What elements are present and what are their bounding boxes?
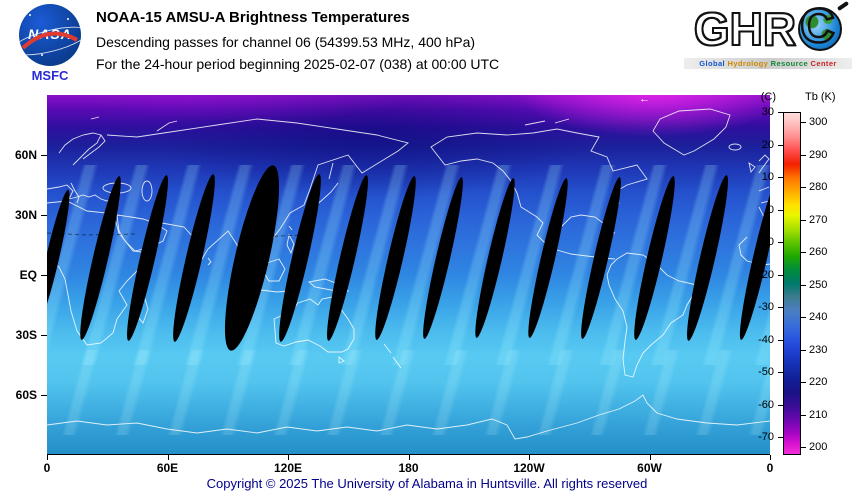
lat-tick (41, 335, 47, 336)
lon-label: 120W (513, 461, 545, 475)
ghrc-tagline-word: Center (808, 59, 837, 68)
lat-label: 60N (14, 148, 37, 162)
colorbar-tick-kelvin (801, 154, 806, 156)
colorbar-label-kelvin: 240 (809, 311, 828, 323)
colorbar-label-kelvin: 270 (809, 213, 828, 226)
colorbar-unit-kelvin: Tb (K) (805, 91, 836, 103)
header-titles: NOAA-15 AMSU-A Brightness Temperatures D… (96, 9, 499, 78)
colorbar-label-kelvin: 230 (809, 343, 828, 356)
colorbar (783, 112, 801, 455)
page-title: NOAA-15 AMSU-A Brightness Temperatures (96, 9, 410, 26)
lon-tick (167, 455, 169, 460)
colorbar-tick-kelvin (801, 284, 806, 286)
lon-axis: 0 60E 120E 180 120W 60W 0 (43, 455, 773, 477)
subtitle-period: For the 24-hour period beginning 2025-02… (96, 56, 500, 72)
colorbar-tick-kelvin (801, 187, 806, 188)
nasa-insignia-icon: NASA (19, 4, 81, 66)
lat-label: 60S (15, 388, 37, 402)
swath-gore (166, 172, 222, 344)
lon-label: 180 (398, 461, 419, 475)
lat-label: 30S (15, 328, 37, 342)
colorbar-tick-kelvin (801, 414, 806, 416)
ghrc-tagline-word: Global (699, 59, 726, 68)
lon-tick (770, 455, 771, 460)
ghrc-tagline: Global Hydrology Resource Center (684, 58, 852, 69)
swath-gore (368, 174, 422, 342)
ghrc-letter: G (693, 3, 731, 55)
swath-gore (522, 176, 574, 340)
ghrc-logo: G H R C Global Hydrology Resource Center (684, 0, 852, 69)
lat-tick (41, 215, 47, 216)
swath-gore (469, 176, 521, 340)
swath-direction-arrow-icon: ← (639, 95, 650, 105)
ghrc-wordmark: G H R C (684, 0, 852, 56)
colorbar-tick-kelvin (801, 122, 806, 123)
lon-label: 0 (43, 461, 51, 475)
lat-label: 30N (14, 208, 37, 222)
lat-tick (41, 275, 47, 276)
ghrc-tagline-word: Resource (768, 59, 809, 68)
star-icon (29, 14, 31, 16)
lon-label: 0 (766, 461, 774, 475)
lat-tick (41, 395, 47, 396)
ghrc-letter: H (729, 3, 764, 55)
colorbar-label-kelvin: 210 (809, 408, 828, 421)
colorbar-tick-kelvin (801, 382, 806, 383)
red-swoosh-icon (21, 31, 78, 50)
colorbar-label-kelvin: 200 (809, 441, 828, 453)
lon-label: 60W (637, 461, 662, 475)
swath-gore (575, 175, 627, 341)
swath-gore (417, 175, 469, 341)
colorbar-label-kelvin: 300 (809, 116, 828, 128)
swath-gore (272, 172, 328, 344)
ghrc-letter: R (762, 3, 797, 55)
colorbar-label-kelvin: 260 (809, 246, 828, 258)
brightness-temperature-map: ← (47, 95, 770, 455)
copyright-notice: Copyright © 2025 The University of Alaba… (206, 476, 648, 491)
lon-tick (47, 455, 48, 460)
colorbar-tick-kelvin (801, 349, 806, 351)
colorbar-tick-kelvin (801, 317, 806, 318)
msfc-label: MSFC (31, 68, 69, 83)
nasa-logo: NASA MSFC (10, 4, 90, 83)
colorbar-tick-kelvin (801, 252, 806, 253)
colorbar-label-kelvin: 280 (809, 181, 828, 193)
lon-label: 60E (156, 461, 179, 475)
globe-icon (798, 7, 843, 51)
swath-gore (734, 174, 770, 342)
lat-label: EQ (19, 268, 37, 282)
star-icon (41, 54, 43, 56)
colorbar-label-kelvin: 290 (809, 148, 828, 161)
ghrc-globe-c: C (798, 0, 850, 52)
lat-tick (41, 155, 47, 156)
swath-gore (627, 174, 681, 342)
swath-gore (680, 173, 734, 343)
ghrc-letter: C (799, 0, 836, 53)
lon-tick (529, 455, 530, 460)
swath-gore (47, 188, 75, 328)
swath-texture-south (47, 350, 770, 435)
swath-gore (120, 173, 174, 343)
subtitle-channel: Descending passes for channel 06 (54399.… (96, 34, 476, 50)
ghrc-tagline-word: Hydrology (725, 59, 769, 68)
colorbar-tick-kelvin (801, 447, 806, 448)
swath-gores (47, 95, 770, 454)
colorbar-label-kelvin: 220 (809, 376, 828, 388)
colorbar-tick-kelvin (801, 219, 806, 221)
swath-gore (73, 174, 127, 342)
colorbar-unit-celsius: (C) (760, 91, 776, 103)
lon-tick (288, 455, 289, 460)
lon-tick (408, 455, 410, 460)
magnifier-handle-icon (837, 0, 850, 12)
lon-label: 120E (273, 461, 303, 475)
swath-gore (320, 173, 374, 343)
colorbar-label-kelvin: 250 (809, 278, 828, 291)
star-icon (67, 18, 69, 20)
lon-tick (649, 455, 651, 460)
lat-axis: 60N 30N EQ 30S 60S (0, 95, 47, 455)
